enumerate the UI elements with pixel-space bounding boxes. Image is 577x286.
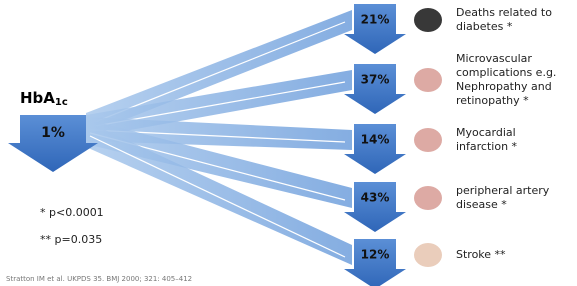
source-arrow [8,115,98,172]
outcome-label: infarction * [456,140,518,153]
reduction: 1% [41,125,65,141]
outcome-percent: 12% [361,248,390,262]
outcome-arrow [344,4,406,54]
outcome-label: disease * [456,198,507,211]
outcome-icon [414,243,442,267]
outcome-icon [414,8,442,32]
outcome-label: Deaths related to [456,6,552,19]
outcome-arrow [344,64,406,114]
footnote: * p<0.0001 [40,206,104,219]
outcome-label: diabetes * [456,20,513,33]
title-subscript: 1c [55,97,68,108]
outcome-label: retinopathy * [456,94,529,107]
outcome-label: complications e.g. [456,66,556,79]
outcome-label: peripheral artery [456,184,550,197]
outcome-label: Nephropathy and [456,80,552,93]
outcome-icon [414,128,442,152]
outcome-arrow [344,182,406,232]
diagram: HbA1c 1% 21% Deaths related todiabetes * 3… [0,0,577,286]
title: HbA1c [20,89,68,109]
outcome-percent: 14% [361,133,390,147]
citation: Stratton IM et al. UKPDS 35. BMJ 2000; 3… [6,275,192,283]
outcome-icon [414,186,442,210]
outcome-percent: 37% [361,73,390,87]
footnote: ** p=0.035 [40,233,102,246]
outcome-arrow [344,239,406,286]
outcome-percent: 43% [361,191,390,205]
outcome-label: Microvascular [456,52,532,65]
title-text: HbA [20,89,55,107]
outcome-label: Stroke ** [456,248,506,261]
outcome-label: Myocardial [456,126,516,139]
outcome-icon [414,68,442,92]
outcome-percent: 21% [361,13,390,27]
outcome-arrow [344,124,406,174]
